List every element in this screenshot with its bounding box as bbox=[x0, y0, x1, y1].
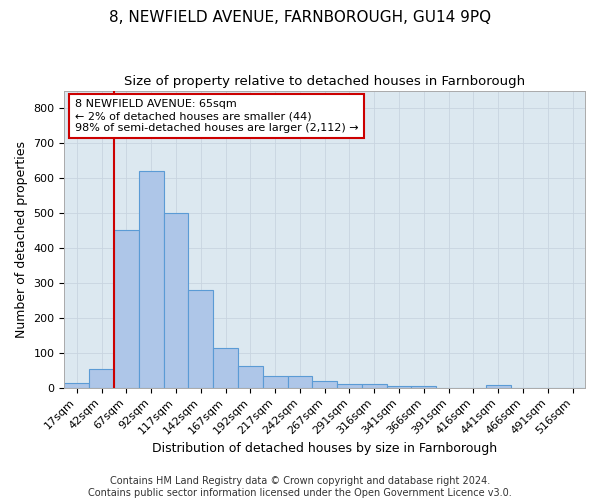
Bar bbox=[263, 376, 287, 388]
Bar bbox=[164, 213, 188, 388]
Y-axis label: Number of detached properties: Number of detached properties bbox=[15, 140, 28, 338]
Bar bbox=[362, 384, 386, 388]
Bar bbox=[139, 171, 164, 388]
Text: 8, NEWFIELD AVENUE, FARNBOROUGH, GU14 9PQ: 8, NEWFIELD AVENUE, FARNBOROUGH, GU14 9P… bbox=[109, 10, 491, 25]
X-axis label: Distribution of detached houses by size in Farnborough: Distribution of detached houses by size … bbox=[152, 442, 497, 455]
Text: 8 NEWFIELD AVENUE: 65sqm
← 2% of detached houses are smaller (44)
98% of semi-de: 8 NEWFIELD AVENUE: 65sqm ← 2% of detache… bbox=[75, 100, 358, 132]
Bar bbox=[89, 368, 114, 388]
Bar bbox=[114, 230, 139, 388]
Bar bbox=[313, 381, 337, 388]
Bar bbox=[386, 386, 412, 388]
Bar bbox=[213, 348, 238, 388]
Bar bbox=[486, 385, 511, 388]
Bar bbox=[412, 386, 436, 388]
Text: Contains HM Land Registry data © Crown copyright and database right 2024.
Contai: Contains HM Land Registry data © Crown c… bbox=[88, 476, 512, 498]
Bar bbox=[287, 376, 313, 388]
Bar bbox=[238, 366, 263, 388]
Title: Size of property relative to detached houses in Farnborough: Size of property relative to detached ho… bbox=[124, 75, 525, 88]
Bar bbox=[188, 290, 213, 388]
Bar bbox=[64, 383, 89, 388]
Bar bbox=[337, 384, 362, 388]
